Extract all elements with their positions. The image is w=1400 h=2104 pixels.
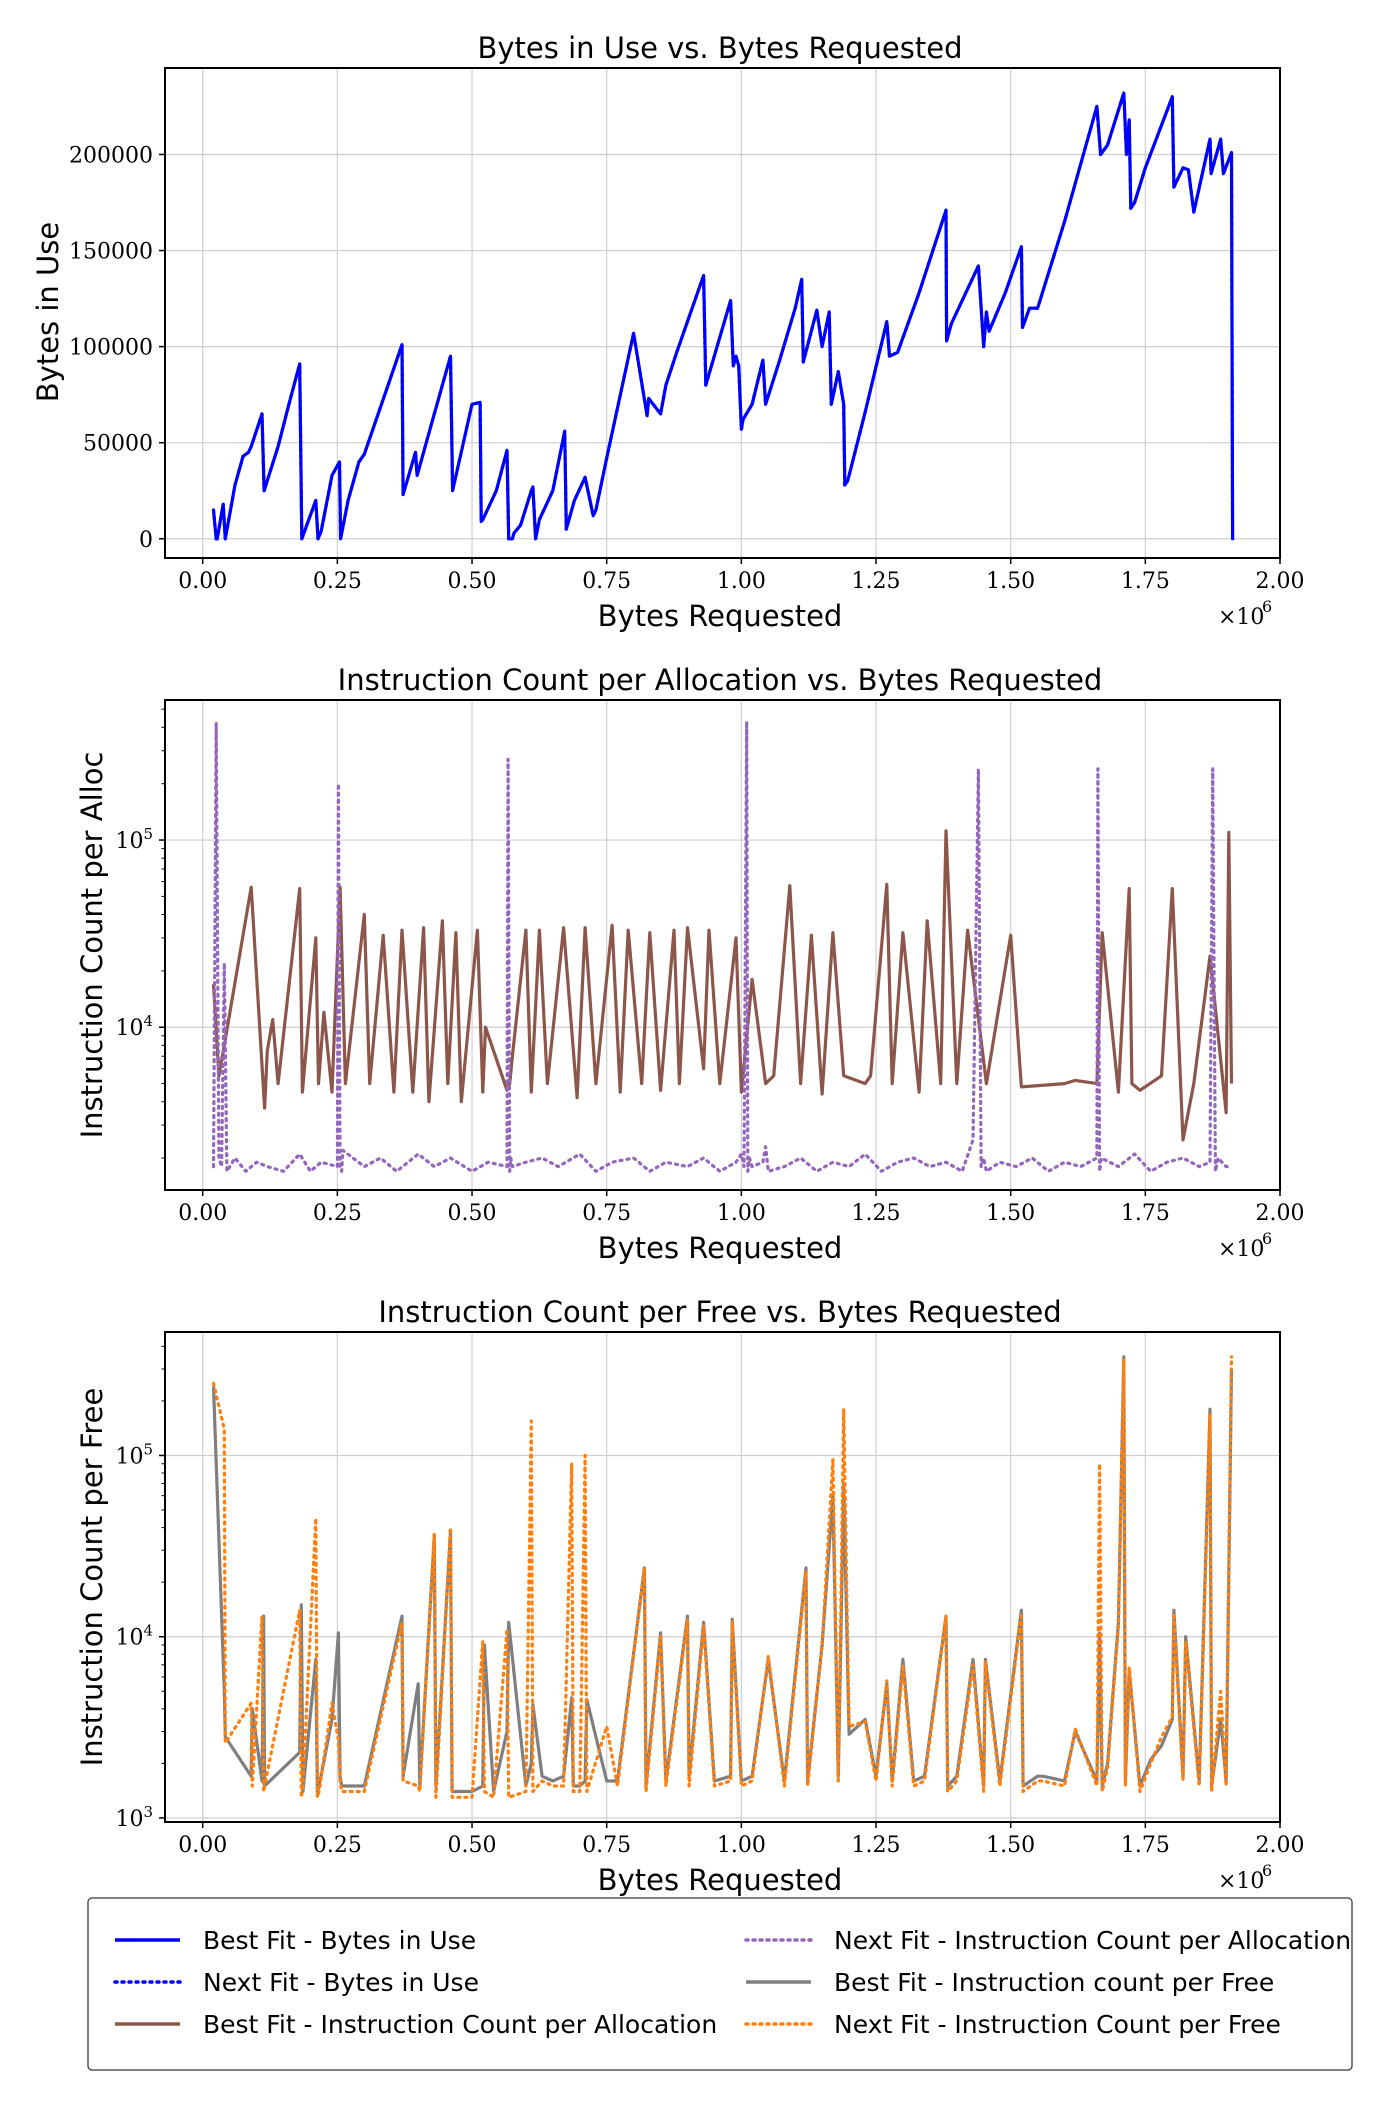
legend-box [87,1897,1353,2071]
y-tick-label: 0 [139,528,153,553]
series-line-best-fit [211,91,1235,541]
x-multiplier-exponent: 6 [1262,1861,1272,1880]
x-ticks: 0.00 0.25 0.50 0.75 1.00 1.25 1.50 1.75 2.00 [178,558,1304,594]
legend-label: Next Fit - Instruction Count per Free [834,2010,1281,2039]
x-axis-label: Bytes Requested [598,599,843,633]
y-tick-label: 200000 [69,143,153,168]
grid [165,68,1281,558]
y-axis-label: Instruction Count per Alloc [75,752,109,1139]
series-line-next-fit [211,719,1234,1173]
y-axis-label: Instruction Count per Free [75,1388,109,1767]
x-offset-multiplier: ×10 6 [1218,1229,1272,1262]
x-tick-label: 2.00 [1256,1201,1305,1226]
x-ticks: 0.00 0.25 0.50 0.75 1.00 1.25 1.50 1.75 2.00 [178,1822,1304,1858]
legend-entry: Next Fit - Instruction Count per Free [744,2010,1281,2039]
alloc-instruction-panel: 0.00 0.25 0.50 0.75 1.00 1.25 1.50 1.75 2.00 104… [75,663,1304,1265]
x-tick-label: 1.00 [717,1201,766,1226]
x-tick-label: 1.50 [986,1201,1035,1226]
x-multiplier-base: ×10 [1218,1869,1264,1894]
x-tick-label: 0.50 [448,1201,497,1226]
chart-title: Instruction Count per Free vs. Bytes Req… [378,1295,1061,1329]
x-multiplier-exponent: 6 [1262,1229,1272,1248]
series-line-next-fit [211,1355,1234,1799]
legend-label: Best Fit - Bytes in Use [203,1926,476,1955]
x-tick-label: 2.00 [1256,1833,1305,1858]
series-layer [211,719,1234,1173]
legend-entry: Next Fit - Bytes in Use [113,1968,479,1997]
legend: Best Fit - Bytes in Use Next Fit - Bytes… [87,1897,1353,2071]
y-tick-label: 103 [115,1803,153,1832]
x-ticks: 0.00 0.25 0.50 0.75 1.00 1.25 1.50 1.75 2.00 [178,1190,1304,1226]
x-tick-label: 0.25 [313,1201,362,1226]
x-tick-label: 0.00 [178,1833,227,1858]
x-tick-label: 0.50 [448,569,497,594]
plot-frame [164,1331,1281,1823]
x-tick-label: 1.00 [717,569,766,594]
series-group [211,1355,1234,1799]
x-tick-label: 0.50 [448,1833,497,1858]
chart-title: Instruction Count per Allocation vs. Byt… [338,663,1103,697]
free-instruction-panel: 0.00 0.25 0.50 0.75 1.00 1.25 1.50 1.75 2.00 103… [75,1295,1304,1897]
y-ticks: 103 104 105 [115,1345,165,1832]
legend-entry: Next Fit - Instruction Count per Allocat… [744,1926,1351,1955]
legend-label: Best Fit - Instruction Count per Allocat… [203,2010,717,2039]
y-tick-label: 104 [115,1012,153,1041]
chart-title: Bytes in Use vs. Bytes Requested [478,31,963,65]
x-tick-label: 1.25 [852,1833,901,1858]
grid [165,1332,1281,1822]
x-offset-multiplier: ×10 6 [1218,1861,1272,1894]
series-group [211,719,1234,1173]
x-tick-label: 2.00 [1256,569,1305,594]
x-tick-label: 0.75 [582,569,631,594]
y-ticks: 104 105 [115,708,165,1159]
y-axis-label: Bytes in Use [31,222,65,402]
y-tick-label: 150000 [69,240,153,265]
x-multiplier-base: ×10 [1218,1237,1264,1262]
legend-label: Best Fit - Instruction count per Free [834,1968,1274,1997]
x-multiplier-exponent: 6 [1262,597,1272,616]
x-tick-label: 0.75 [582,1201,631,1226]
y-tick-label: 105 [115,1440,153,1469]
x-axis-label: Bytes Requested [598,1231,843,1265]
y-ticks: 0 50000 100000 150000 200000 [69,143,165,553]
plot-frame [164,67,1281,559]
legend-entry: Best Fit - Instruction count per Free [746,1968,1274,1997]
y-tick-label: 50000 [83,432,153,457]
y-tick-label: 104 [115,1622,153,1651]
y-tick-label: 100000 [69,336,153,361]
x-tick-label: 1.75 [1121,1201,1170,1226]
x-multiplier-base: ×10 [1218,605,1264,630]
x-tick-label: 1.25 [852,1201,901,1226]
series-line-best-fit [211,829,1234,1142]
plot-frame [164,699,1281,1191]
legend-entry: Best Fit - Instruction Count per Allocat… [115,2010,717,2039]
legend-entry: Best Fit - Bytes in Use [115,1926,476,1955]
series-layer [211,91,1235,541]
x-offset-multiplier: ×10 6 [1218,597,1272,630]
x-tick-label: 1.75 [1121,569,1170,594]
x-tick-label: 0.00 [178,569,227,594]
legend-label: Next Fit - Bytes in Use [203,1968,479,1997]
y-tick-label: 105 [115,825,153,854]
x-tick-label: 1.50 [986,569,1035,594]
x-tick-label: 1.00 [717,1833,766,1858]
series-layer [211,1355,1234,1799]
x-tick-label: 0.25 [313,1833,362,1858]
x-axis-label: Bytes Requested [598,1863,843,1897]
x-tick-label: 0.75 [582,1833,631,1858]
series-group [211,91,1235,541]
x-tick-label: 0.25 [313,569,362,594]
x-tick-label: 1.75 [1121,1833,1170,1858]
x-tick-label: 0.00 [178,1201,227,1226]
series-line-next-fit [211,91,1235,541]
x-tick-label: 1.25 [852,569,901,594]
x-tick-label: 1.50 [986,1833,1035,1858]
legend-label: Next Fit - Instruction Count per Allocat… [834,1926,1351,1955]
bytes-in-use-panel: 0.00 0.25 0.50 0.75 1.00 1.25 1.50 1.75 2.00 0 50… [31,31,1304,633]
grid [165,700,1281,1190]
series-line-best-fit [211,1355,1234,1794]
